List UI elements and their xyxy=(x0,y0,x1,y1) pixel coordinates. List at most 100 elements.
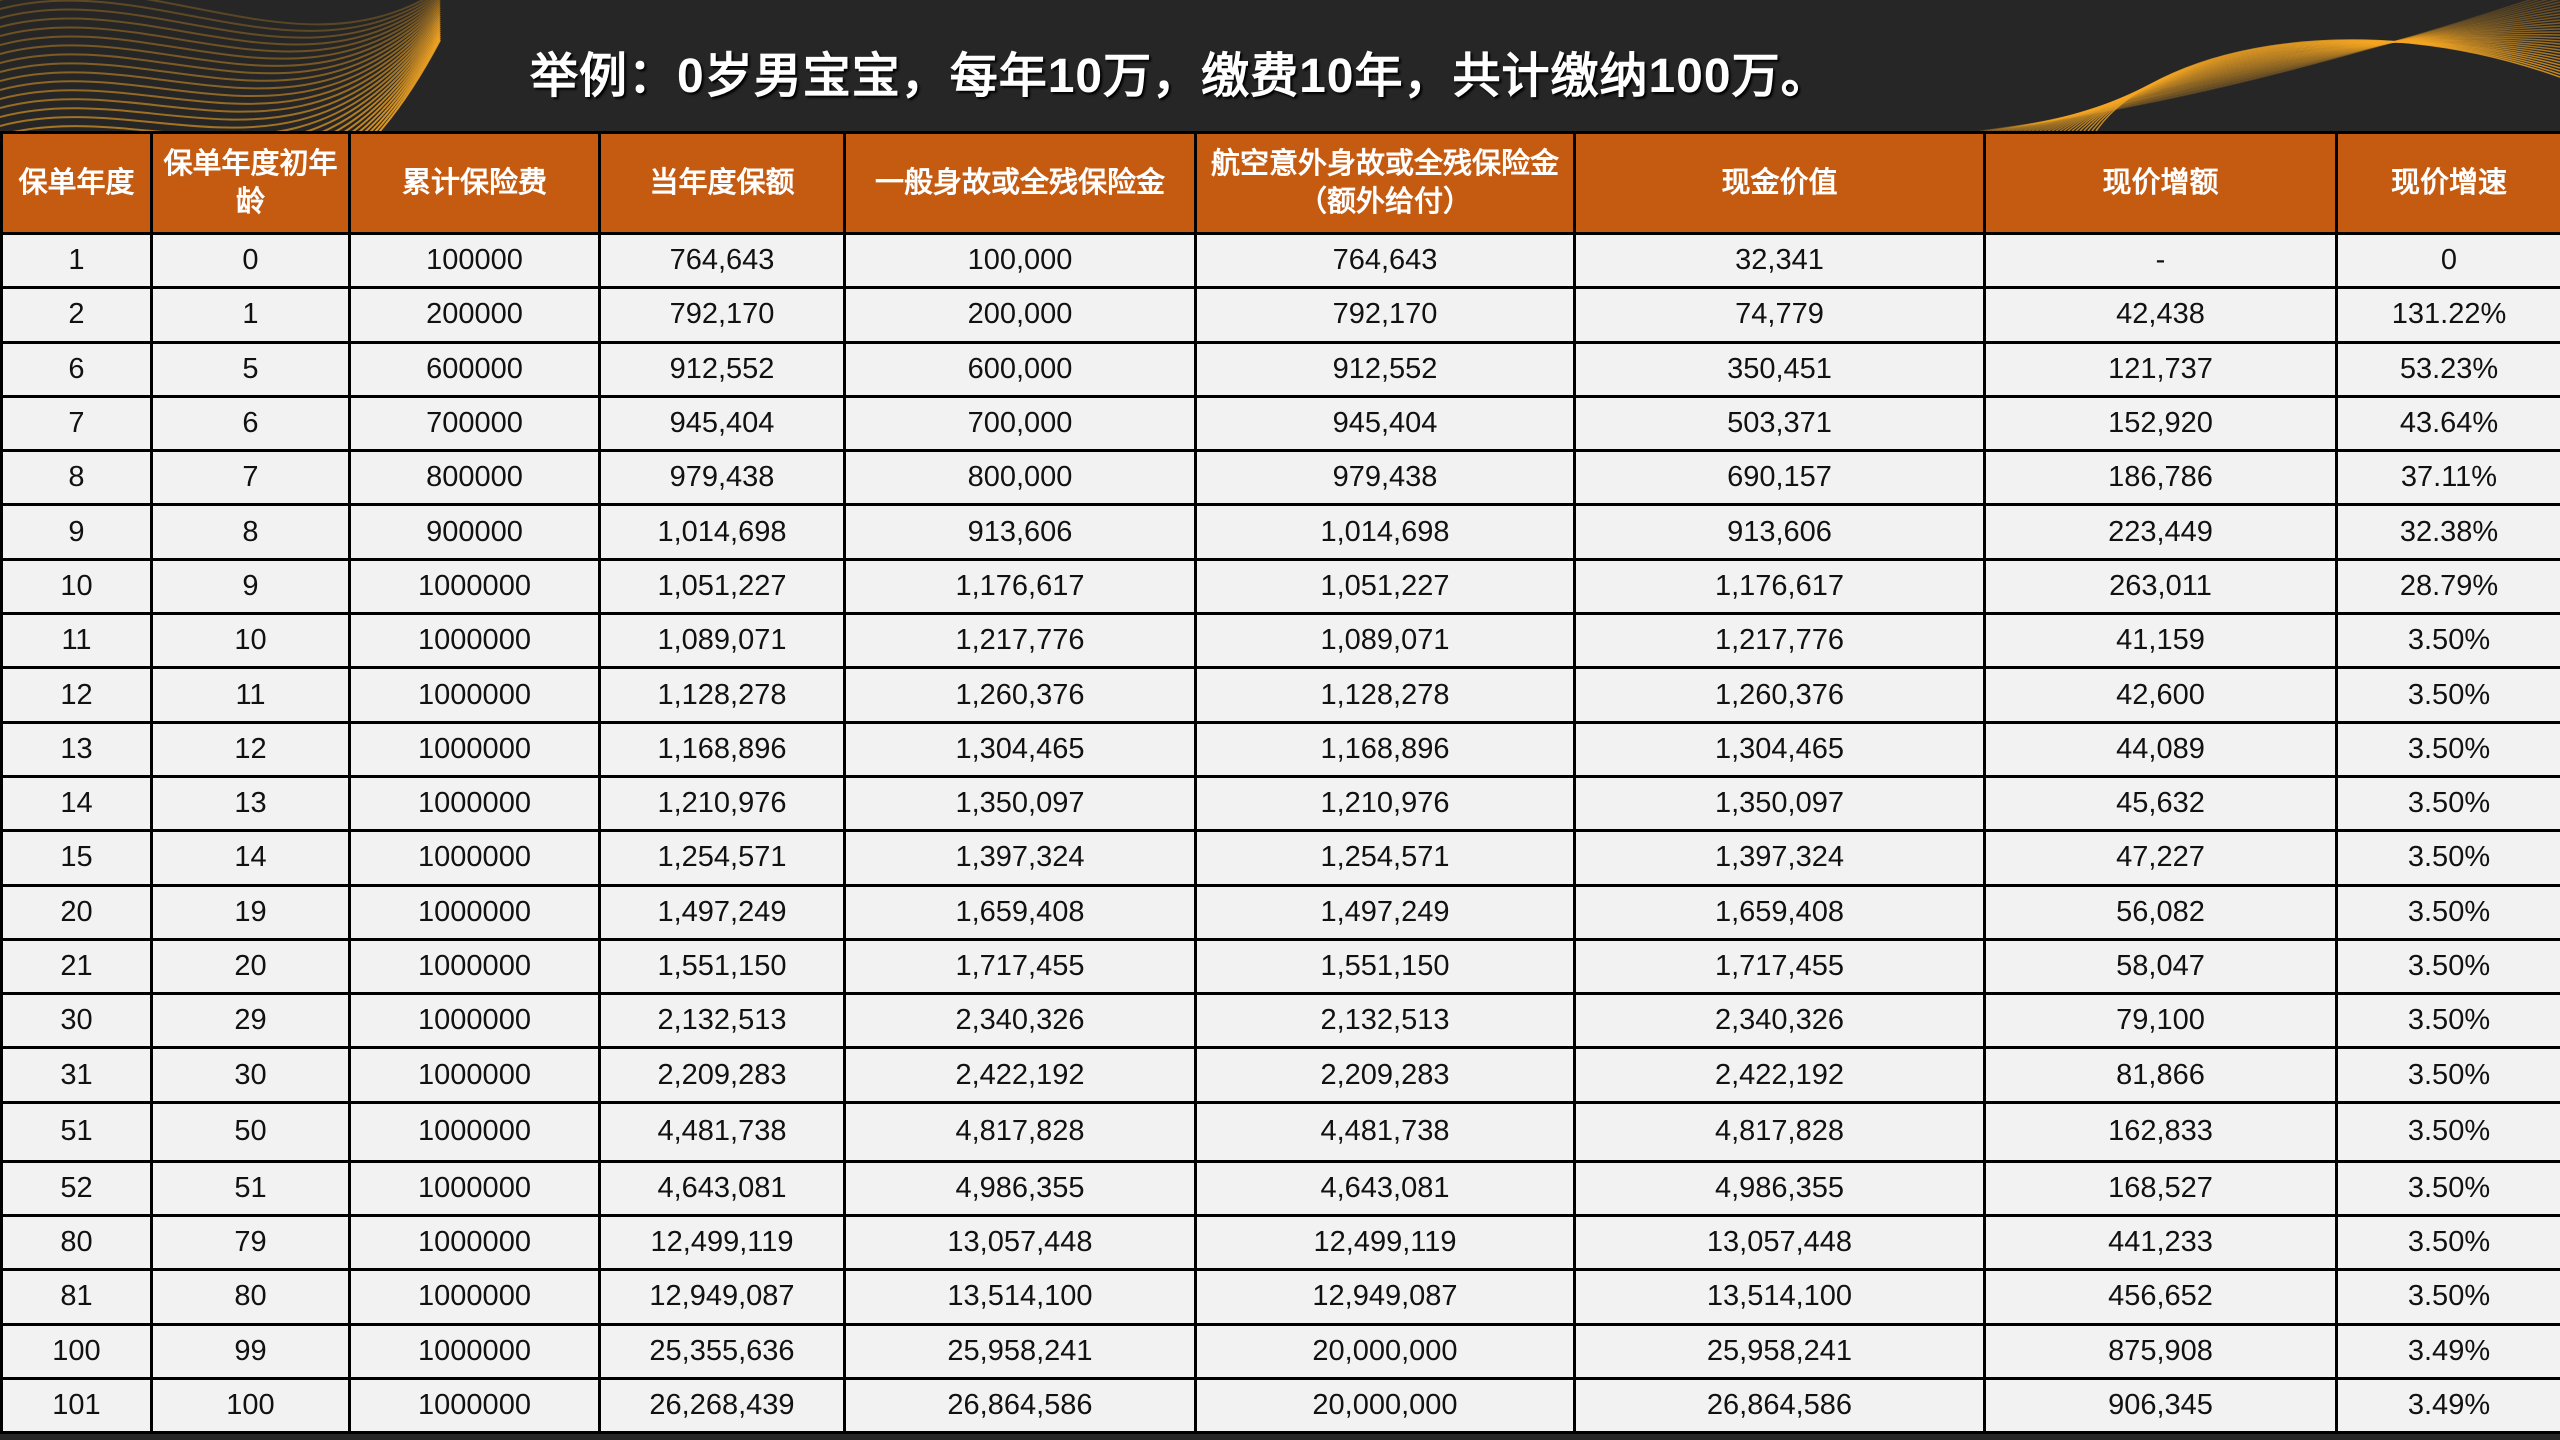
cell-cash-value: 2,340,326 xyxy=(1573,992,1986,1050)
table-row: 15 14 1000000 1,254,571 1,397,324 1,254,571 1,… xyxy=(0,829,2560,887)
cell-cash-value: 4,986,355 xyxy=(1573,1159,1986,1218)
cell-cumulative-premium: 1000000 xyxy=(348,1159,601,1218)
cell-policy-year: 1 xyxy=(0,231,153,290)
cell-annual-sum-insured: 1,497,249 xyxy=(598,883,846,941)
table-row: 101 100 1000000 26,268,439 26,864,586 20,000,… xyxy=(0,1376,2560,1435)
cell-aviation-accident-benefit: 1,051,227 xyxy=(1194,557,1576,616)
cell-cash-value-increase: 79,100 xyxy=(1983,992,2338,1050)
table-row: 81 80 1000000 12,949,087 13,514,100 12,949,08… xyxy=(0,1268,2560,1326)
cell-start-age: 99 xyxy=(150,1322,351,1380)
cell-cash-value: 74,779 xyxy=(1573,286,1986,344)
cell-cash-value-increase: 168,527 xyxy=(1983,1159,2338,1218)
cell-cash-value: 503,371 xyxy=(1573,394,1986,453)
cell-general-death-benefit: 13,514,100 xyxy=(843,1268,1197,1326)
cell-cash-value-increase: 47,227 xyxy=(1983,829,2338,887)
cell-start-age: 51 xyxy=(150,1159,351,1218)
cell-annual-sum-insured: 945,404 xyxy=(598,394,846,453)
table-row: 11 10 1000000 1,089,071 1,217,776 1,089,071 1,… xyxy=(0,612,2560,670)
cell-general-death-benefit: 913,606 xyxy=(843,503,1197,561)
table-row: 21 20 1000000 1,551,150 1,717,455 1,551,150 1,… xyxy=(0,937,2560,996)
cell-annual-sum-insured: 1,089,071 xyxy=(598,612,846,670)
cell-aviation-accident-benefit: 912,552 xyxy=(1194,340,1576,398)
cell-general-death-benefit: 1,659,408 xyxy=(843,883,1197,941)
cell-start-age: 30 xyxy=(150,1046,351,1104)
cell-cash-value-growth-rate: 28.79% xyxy=(2335,557,2560,616)
cell-cash-value-growth-rate: 131.22% xyxy=(2335,286,2560,344)
table-header-row: 保单年度 保单年度初年龄 累计保险费 当年度保额 一般身故或全残保险金 航空意外身故或全残… xyxy=(0,131,2560,235)
cell-cash-value-increase: 223,449 xyxy=(1983,503,2338,561)
cell-cash-value-growth-rate: 3.50% xyxy=(2335,1268,2560,1326)
cell-policy-year: 7 xyxy=(0,394,153,453)
cell-annual-sum-insured: 25,355,636 xyxy=(598,1322,846,1380)
cell-annual-sum-insured: 1,254,571 xyxy=(598,829,846,887)
cell-general-death-benefit: 100,000 xyxy=(843,231,1197,290)
cell-cash-value-increase: 906,345 xyxy=(1983,1376,2338,1435)
cell-aviation-accident-benefit: 20,000,000 xyxy=(1194,1376,1576,1435)
cell-policy-year: 6 xyxy=(0,340,153,398)
cell-cumulative-premium: 1000000 xyxy=(348,937,601,996)
cell-policy-year: 14 xyxy=(0,774,153,833)
cell-cash-value-increase: 152,920 xyxy=(1983,394,2338,453)
cell-cash-value: 1,350,097 xyxy=(1573,774,1986,833)
cell-cash-value-increase: 45,632 xyxy=(1983,774,2338,833)
cell-general-death-benefit: 1,304,465 xyxy=(843,720,1197,778)
cell-cash-value: 32,341 xyxy=(1573,231,1986,290)
column-header-policy-year: 保单年度 xyxy=(0,131,153,235)
table-row: 12 11 1000000 1,128,278 1,260,376 1,128,278 1,… xyxy=(0,666,2560,724)
cell-policy-year: 20 xyxy=(0,883,153,941)
cell-cash-value-increase: 186,786 xyxy=(1983,449,2338,507)
cell-cash-value-growth-rate: 3.50% xyxy=(2335,829,2560,887)
cell-cumulative-premium: 1000000 xyxy=(348,720,601,778)
cell-aviation-accident-benefit: 792,170 xyxy=(1194,286,1576,344)
column-header-cash-value-increase: 现价增额 xyxy=(1983,131,2338,235)
cell-cumulative-premium: 1000000 xyxy=(348,1046,601,1104)
cell-cumulative-premium: 1000000 xyxy=(348,1100,601,1163)
cell-general-death-benefit: 200,000 xyxy=(843,286,1197,344)
cell-cumulative-premium: 1000000 xyxy=(348,774,601,833)
cell-cumulative-premium: 1000000 xyxy=(348,1214,601,1272)
cell-annual-sum-insured: 2,209,283 xyxy=(598,1046,846,1104)
cell-annual-sum-insured: 764,643 xyxy=(598,231,846,290)
cell-policy-year: 52 xyxy=(0,1159,153,1218)
cell-start-age: 20 xyxy=(150,937,351,996)
cell-annual-sum-insured: 12,949,087 xyxy=(598,1268,846,1326)
table-row: 20 19 1000000 1,497,249 1,659,408 1,497,249 1,… xyxy=(0,883,2560,941)
cell-cash-value-increase: 441,233 xyxy=(1983,1214,2338,1272)
cell-general-death-benefit: 2,422,192 xyxy=(843,1046,1197,1104)
cell-cash-value: 2,422,192 xyxy=(1573,1046,1986,1104)
title-banner: 举例：0岁男宝宝，每年10万，缴费10年，共计缴纳100万。 xyxy=(0,0,2560,131)
cell-cash-value: 1,217,776 xyxy=(1573,612,1986,670)
cell-cash-value-growth-rate: 3.50% xyxy=(2335,1100,2560,1163)
cell-cash-value-increase: 56,082 xyxy=(1983,883,2338,941)
cell-policy-year: 9 xyxy=(0,503,153,561)
cell-aviation-accident-benefit: 20,000,000 xyxy=(1194,1322,1576,1380)
table-row: 1 0 100000 764,643 100,000 764,643 32,341-0 xyxy=(0,231,2560,290)
table-row: 8 7 800000 979,438 800,000 979,438 690,157 186,… xyxy=(0,449,2560,507)
column-header-cash-value: 现金价值 xyxy=(1573,131,1986,235)
cell-cash-value-increase: 121,737 xyxy=(1983,340,2338,398)
cell-cumulative-premium: 1000000 xyxy=(348,557,601,616)
cell-annual-sum-insured: 1,210,976 xyxy=(598,774,846,833)
cell-cash-value-increase: 162,833 xyxy=(1983,1100,2338,1163)
cell-general-death-benefit: 26,864,586 xyxy=(843,1376,1197,1435)
cell-general-death-benefit: 1,350,097 xyxy=(843,774,1197,833)
insurance-benefit-table: 保单年度 保单年度初年龄 累计保险费 当年度保额 一般身故或全残保险金 航空意外身故或全残… xyxy=(0,131,2560,1435)
cell-aviation-accident-benefit: 764,643 xyxy=(1194,231,1576,290)
table-row: 52 51 1000000 4,643,081 4,986,355 4,643,081 4,… xyxy=(0,1159,2560,1218)
cell-aviation-accident-benefit: 1,128,278 xyxy=(1194,666,1576,724)
cell-policy-year: 30 xyxy=(0,992,153,1050)
cell-annual-sum-insured: 1,051,227 xyxy=(598,557,846,616)
cell-annual-sum-insured: 2,132,513 xyxy=(598,992,846,1050)
cell-annual-sum-insured: 1,014,698 xyxy=(598,503,846,561)
cell-cash-value-growth-rate: 3.50% xyxy=(2335,774,2560,833)
cell-cash-value-increase: 44,089 xyxy=(1983,720,2338,778)
page-title: 举例：0岁男宝宝，每年10万，缴费10年，共计缴纳100万。 xyxy=(530,50,1830,103)
table-row: 7 6 700000 945,404 700,000 945,404 503,371 152,… xyxy=(0,394,2560,453)
table-row: 10 9 1000000 1,051,227 1,176,617 1,051,227 1,1… xyxy=(0,557,2560,616)
cell-cash-value-increase: 263,011 xyxy=(1983,557,2338,616)
cell-annual-sum-insured: 792,170 xyxy=(598,286,846,344)
cell-cash-value-increase: 42,438 xyxy=(1983,286,2338,344)
column-header-cumulative-premium: 累计保险费 xyxy=(348,131,601,235)
cell-policy-year: 8 xyxy=(0,449,153,507)
cell-start-age: 50 xyxy=(150,1100,351,1163)
